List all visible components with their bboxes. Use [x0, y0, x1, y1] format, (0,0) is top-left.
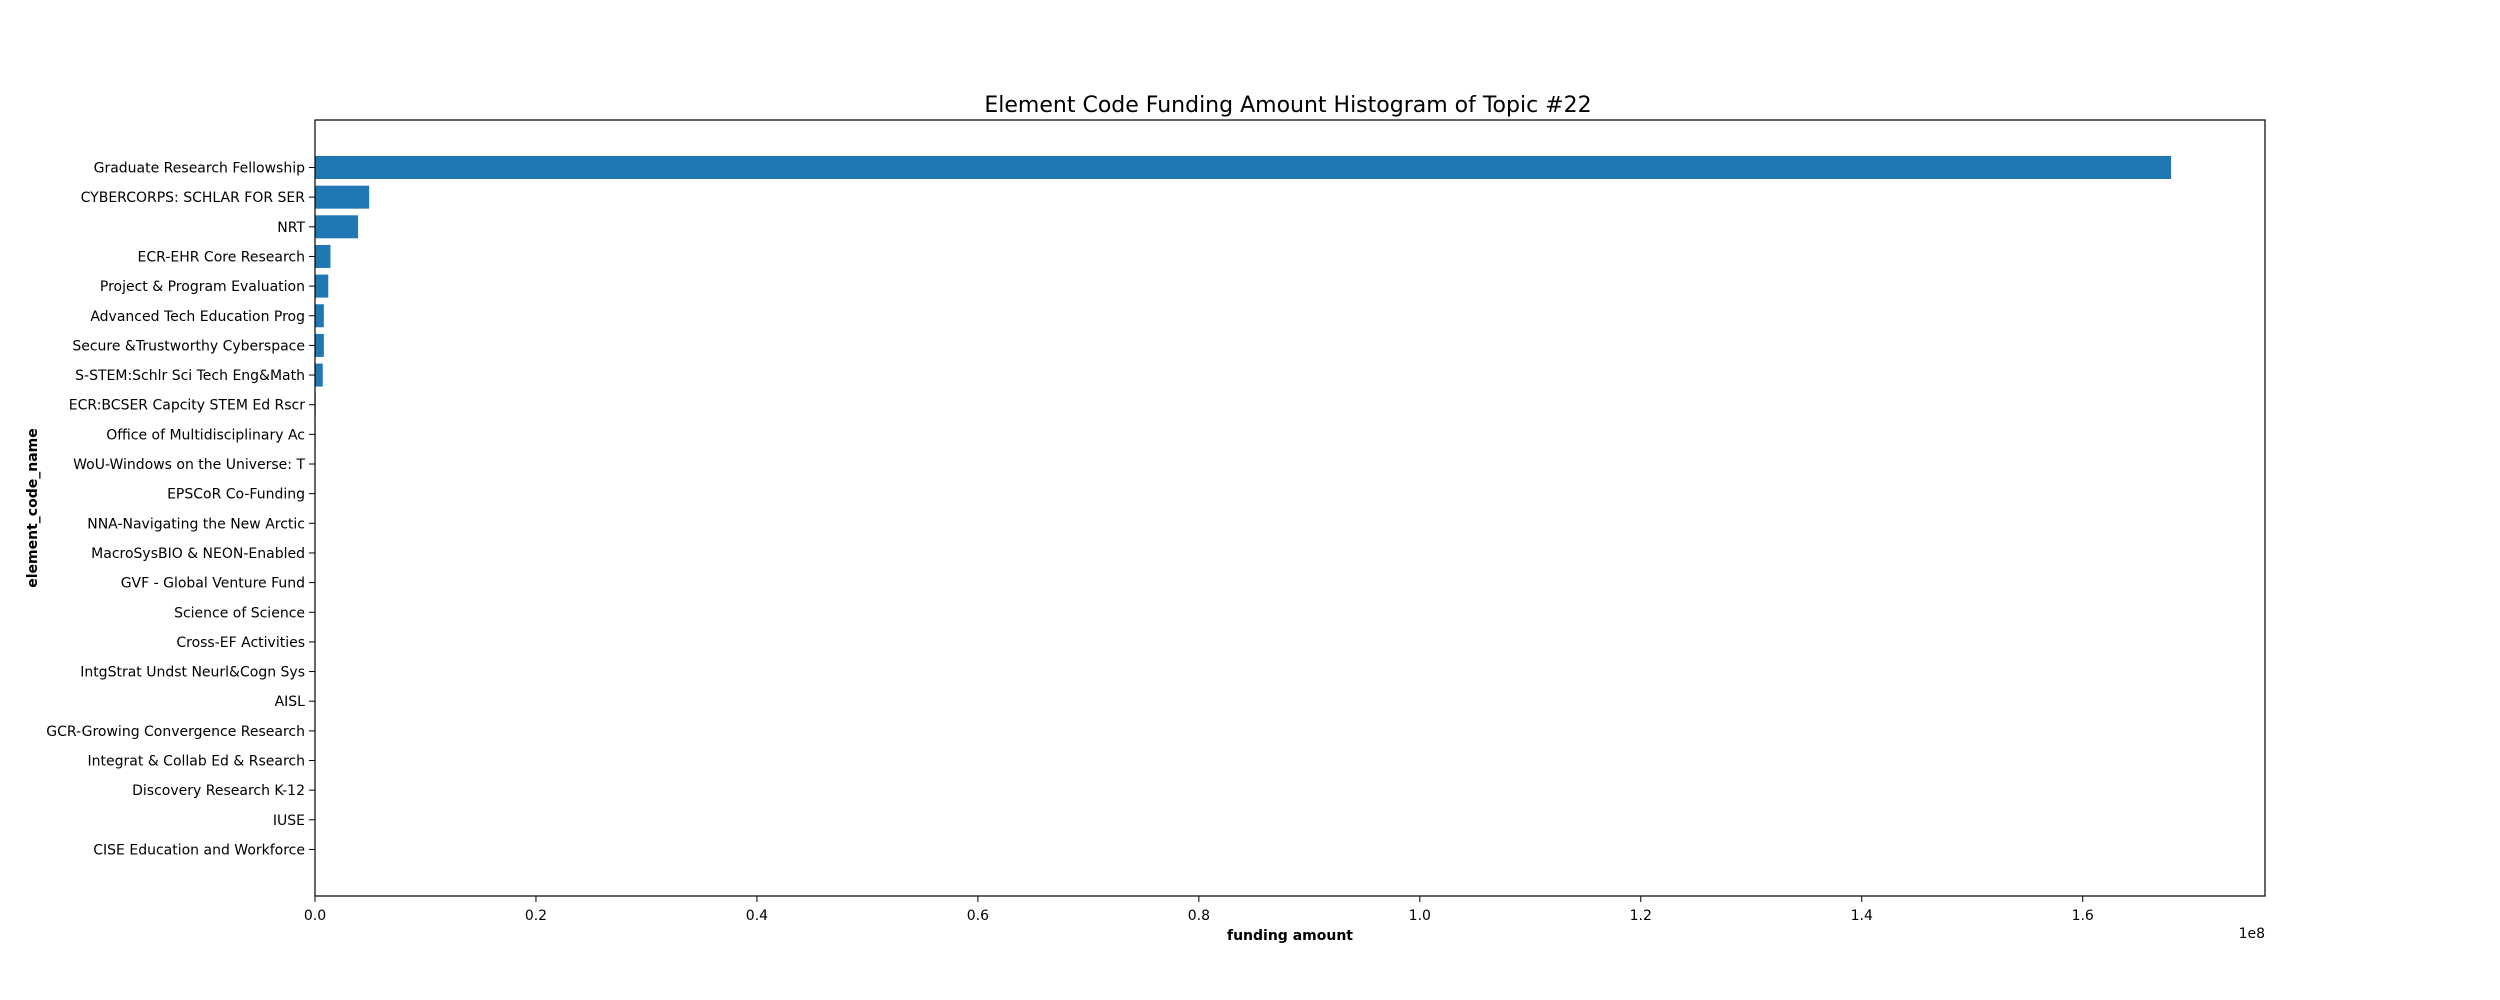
y-axis-label: element_code_name [25, 428, 41, 587]
x-axis-offset-label: 1e8 [2239, 926, 2265, 942]
y-tick-label: ECR-EHR Core Research [138, 249, 305, 265]
y-tick-label: NRT [277, 220, 305, 236]
x-tick-label: 0.8 [1188, 908, 1210, 924]
x-tick-label: 0.4 [746, 908, 768, 924]
x-axis: 0.0 0.2 0.4 0.6 0.8 1.0 1.2 1.4 1.6 [304, 896, 2094, 924]
bar [315, 304, 324, 328]
x-tick-label: 1.6 [2072, 908, 2094, 924]
bar [315, 185, 370, 209]
bar [315, 363, 323, 387]
y-tick-label: CISE Education and Workforce [93, 842, 305, 858]
y-tick-label: MacroSysBIO & NEON-Enabled [91, 546, 305, 562]
bar [315, 333, 324, 357]
y-tick-label: GCR-Growing Convergence Research [46, 724, 305, 740]
y-tick-label: IUSE [273, 813, 305, 829]
x-tick-label: 0.0 [304, 908, 326, 924]
y-tick-label: EPSCoR Co-Funding [167, 487, 305, 503]
plot-frame [314, 119, 2266, 897]
y-axis: Graduate Research Fellowship CYBERCORPS: … [46, 161, 315, 858]
y-tick-label: Graduate Research Fellowship [94, 161, 305, 177]
y-tick-label: WoU-Windows on the Universe: T [73, 457, 305, 473]
bar [315, 244, 331, 268]
bar [315, 274, 329, 298]
y-tick-label: Project & Program Evaluation [100, 279, 305, 295]
y-tick-label: S-STEM:Schlr Sci Tech Eng&Math [75, 368, 305, 384]
chart-title: Element Code Funding Amount Histogram of… [984, 93, 1591, 118]
y-tick-label: Discovery Research K-12 [132, 783, 305, 799]
x-tick-label: 1.2 [1630, 908, 1652, 924]
y-tick-label: ECR:BCSER Capcity STEM Ed Rscr [69, 398, 305, 414]
y-tick-label: NNA-Navigating the New Arctic [87, 516, 305, 532]
bars-group [315, 156, 2172, 861]
y-tick-label: Advanced Tech Education Prog [90, 309, 305, 325]
y-tick-label: CYBERCORPS: SCHLAR FOR SER [81, 190, 306, 206]
bar [315, 156, 2172, 179]
x-axis-label: funding amount [1227, 928, 1353, 944]
x-tick-label: 1.4 [1851, 908, 1873, 924]
y-tick-label: GVF - Global Venture Fund [121, 576, 305, 592]
y-tick-label: Science of Science [174, 605, 305, 621]
bar [315, 215, 359, 239]
y-tick-label: Office of Multidisciplinary Ac [106, 427, 305, 443]
x-tick-label: 0.6 [967, 908, 989, 924]
y-tick-label: AISL [275, 694, 306, 710]
y-tick-label: Integrat & Collab Ed & Rsearch [88, 754, 305, 770]
y-tick-label: Cross-EF Activities [176, 635, 305, 651]
x-tick-label: 0.2 [525, 908, 547, 924]
y-tick-label: IntgStrat Undst Neurl&Cogn Sys [80, 665, 305, 681]
y-tick-label: Secure &Trustworthy Cyberspace [72, 338, 305, 354]
x-tick-label: 1.0 [1409, 908, 1431, 924]
